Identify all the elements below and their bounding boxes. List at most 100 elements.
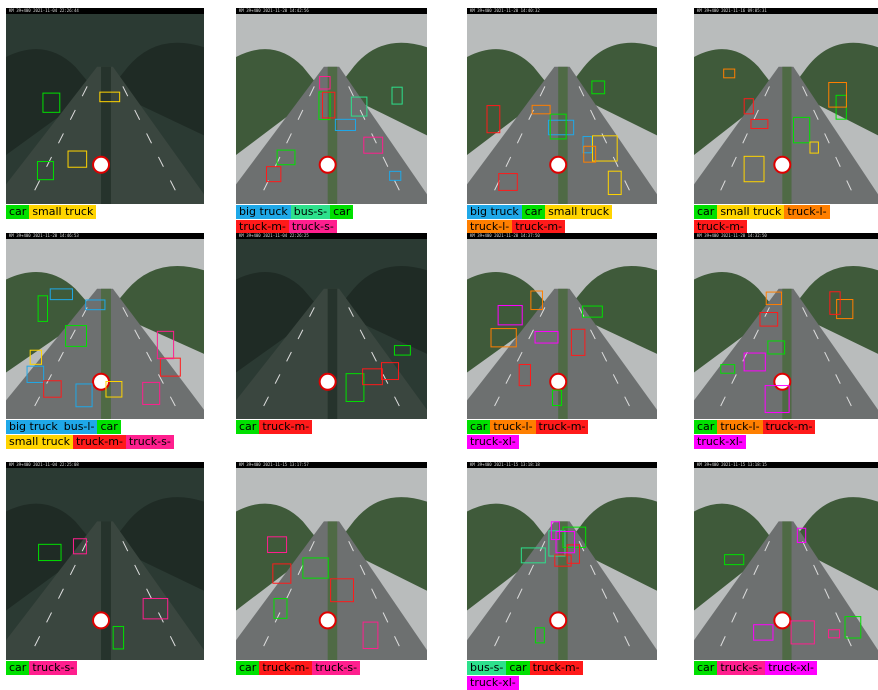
- lane-line: [263, 396, 269, 407]
- lane-line: [601, 351, 608, 362]
- timestamp-bar: [467, 462, 657, 468]
- class-label: truck-xl-: [467, 676, 519, 690]
- lane-line: [371, 588, 377, 599]
- class-label: big truck: [236, 205, 291, 219]
- timestamp: KM 39+400 2021-11-20 14:42:56: [239, 8, 309, 13]
- camera-frame: KM 39+400 2021-11-20 14:32:50: [694, 233, 878, 419]
- lane-line: [578, 307, 585, 317]
- camera-frame: KM 39+400 2021-11-04 22:26:44: [6, 8, 204, 204]
- result-panel: KM 39+400 2021-11-20 14:42:56 big truck bu…: [236, 8, 427, 234]
- detection-box: [583, 145, 597, 163]
- median: [782, 288, 792, 419]
- lane-line: [578, 540, 585, 552]
- detection-box: [65, 325, 87, 347]
- lane-line: [382, 156, 389, 167]
- trees: [236, 42, 427, 155]
- lane-line: [505, 156, 512, 167]
- class-label: truck-m-: [694, 220, 747, 234]
- camera-frame: KM 39+400 2021-11-15 13:18:18: [467, 462, 657, 660]
- lane-line: [158, 612, 164, 623]
- detection-box: [38, 543, 62, 562]
- median: [782, 521, 792, 660]
- result-panel: KM 39+400 2021-11-04 22:26:44 car small tr…: [6, 8, 204, 219]
- detection-box: [518, 363, 531, 387]
- figure: KM 39+400 2021-11-04 22:26:44 car small tr…: [6, 8, 878, 690]
- lane-line: [81, 307, 88, 317]
- lane-line: [539, 86, 546, 97]
- timestamp-bar: [694, 233, 878, 239]
- detection-box: [497, 304, 523, 326]
- lane-line: [69, 109, 76, 120]
- median: [101, 288, 111, 419]
- median: [101, 521, 111, 660]
- lane-line: [394, 180, 400, 191]
- label-row: big truck bus-l-car: [6, 420, 204, 434]
- class-label: truck-m-: [259, 420, 313, 434]
- label-row: car truck-s-truck-xl-: [694, 661, 878, 675]
- class-label: truck-m-: [762, 420, 816, 434]
- label-row: truck-xl-: [694, 435, 878, 449]
- lane-line: [348, 307, 354, 317]
- class-label: bus-s-: [290, 205, 331, 219]
- detection-box: [555, 531, 576, 554]
- lane-line: [601, 133, 608, 144]
- class-label: small truck: [6, 435, 74, 449]
- lane-line: [297, 564, 304, 576]
- lane-line: [612, 374, 619, 384]
- lane-line: [731, 612, 737, 623]
- detection-box: [29, 349, 43, 365]
- trees: [467, 42, 657, 155]
- detection-box: [549, 113, 567, 140]
- lane-line: [58, 588, 64, 599]
- lane-line: [297, 109, 304, 120]
- lane-line: [158, 374, 164, 384]
- lane-line: [34, 396, 41, 407]
- detection-box: [381, 362, 400, 381]
- lane-line: [46, 612, 52, 623]
- timestamp-bar: [6, 8, 204, 14]
- class-label: car: [236, 420, 260, 434]
- lane-line: [134, 109, 141, 120]
- lane-line: [731, 156, 737, 167]
- detection-box: [330, 578, 355, 603]
- lane-line: [158, 156, 164, 167]
- lane-line: [539, 540, 546, 552]
- median: [327, 66, 338, 204]
- lane-line: [394, 636, 400, 647]
- label-row: small truck truck-m-truck-s-: [6, 435, 204, 449]
- detection-box: [105, 380, 123, 398]
- timestamp: KM 39+400 2021-11-04 22:26:44: [9, 8, 79, 13]
- detection-box: [550, 521, 560, 541]
- lane-line: [624, 636, 630, 647]
- label-row: car truck-m-truck-s-: [236, 661, 427, 675]
- class-label: car: [467, 420, 491, 434]
- timestamp-bar: [236, 233, 427, 239]
- class-label: car: [330, 205, 354, 219]
- class-label: truck-s-: [312, 661, 361, 675]
- detection-box: [37, 295, 48, 322]
- trees: [467, 265, 657, 373]
- detection-box: [547, 119, 575, 136]
- lane-line: [371, 351, 377, 362]
- detection-box: [142, 381, 161, 405]
- label-row: truck-xl-: [467, 435, 657, 449]
- lane-line: [824, 588, 830, 599]
- lane-line: [359, 329, 366, 340]
- lane-line: [122, 307, 129, 317]
- lane-line: [146, 588, 152, 599]
- lane-line: [590, 109, 596, 120]
- detection-box: [554, 554, 572, 567]
- lane-line: [753, 564, 759, 576]
- lane-line: [590, 329, 596, 340]
- result-panel: KM 39+400 2021-11-15 13:18:18 bus-s-car tr…: [467, 462, 657, 690]
- lane-line: [528, 109, 534, 120]
- sign: [318, 155, 337, 174]
- sign: [773, 372, 792, 391]
- lane-line: [720, 396, 726, 407]
- lane-line: [58, 351, 64, 362]
- sign: [92, 155, 111, 174]
- class-label: car: [694, 661, 718, 675]
- result-panel: KM 39+400 2021-11-04 22:26:25 car truck-m-: [236, 233, 427, 434]
- lane-line: [516, 351, 523, 362]
- lane-line: [505, 374, 512, 384]
